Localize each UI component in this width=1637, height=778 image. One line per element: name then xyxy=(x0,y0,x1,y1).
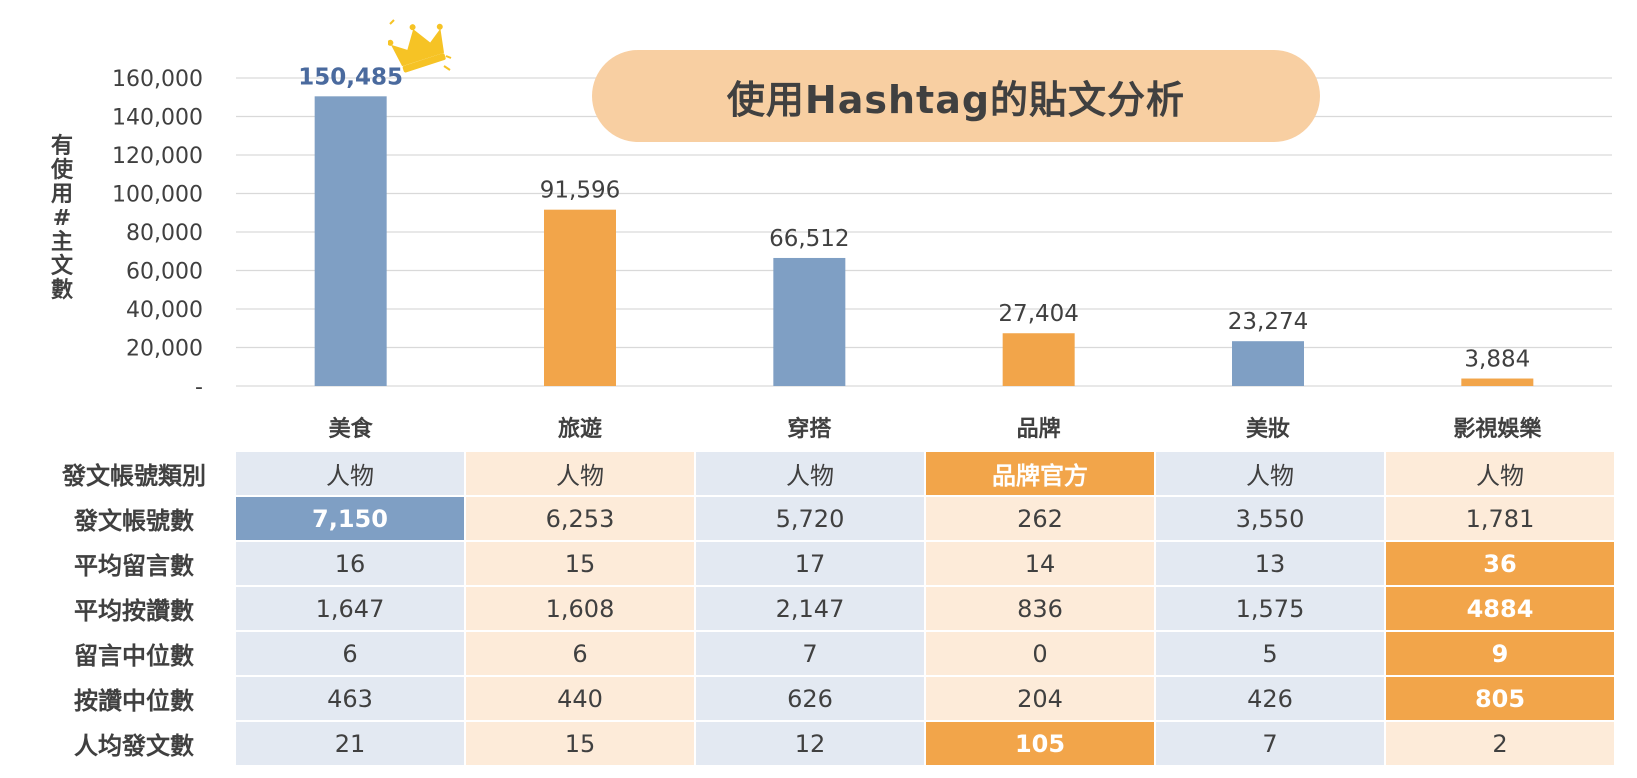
table-cell: 2 xyxy=(1386,722,1614,765)
crown-icon xyxy=(388,19,452,73)
table-row: 平均留言數 16 15 17 14 13 36 xyxy=(34,542,1614,585)
x-axis-ticks: 美食 旅遊 穿搭 品牌 美妝 影視娛樂 xyxy=(329,416,1543,440)
table-cell: 5,720 xyxy=(696,497,924,540)
table-cell: 6 xyxy=(236,632,464,675)
bar-0 xyxy=(314,96,387,386)
table-cell: 14 xyxy=(926,542,1154,585)
table-cell: 12 xyxy=(696,722,924,765)
table-cell: 16 xyxy=(236,542,464,585)
table-cell: 6 xyxy=(466,632,694,675)
y-axis-title: 有使用#主文數 xyxy=(50,134,73,303)
y-tick-label: 140,000 xyxy=(112,106,203,131)
y-tick-label: 60,000 xyxy=(126,260,203,285)
table-cell: 1,647 xyxy=(236,587,464,630)
table-cell: 17 xyxy=(696,542,924,585)
table-cell: 人物 xyxy=(696,452,924,495)
row-label: 人均發文數 xyxy=(34,722,234,765)
table-cell: 0 xyxy=(926,632,1154,675)
table-cell: 805 xyxy=(1386,677,1614,720)
bar-4 xyxy=(1232,341,1304,386)
table-cell: 2,147 xyxy=(696,587,924,630)
table-cell: 品牌官方 xyxy=(926,452,1154,495)
y-tick-label: 80,000 xyxy=(126,221,203,246)
table-cell: 440 xyxy=(466,677,694,720)
bar-chart: - 20,000 40,000 60,000 80,000 100,000 120,000 1… xyxy=(112,64,1612,440)
table-cell: 人物 xyxy=(1156,452,1384,495)
y-axis-ticks: - 20,000 40,000 60,000 80,000 100,000 120,000 1… xyxy=(112,67,203,400)
bar-3 xyxy=(1002,333,1075,386)
row-label: 發文帳號類別 xyxy=(34,452,234,495)
bars xyxy=(314,96,1534,386)
x-tick-label: 美食 xyxy=(329,416,374,440)
bar-1 xyxy=(544,209,616,386)
row-label: 發文帳號數 xyxy=(34,497,234,540)
table-cell: 426 xyxy=(1156,677,1384,720)
table-cell: 105 xyxy=(926,722,1154,765)
x-tick-label: 影視娛樂 xyxy=(1453,416,1542,440)
table-row: 留言中位數 6 6 7 0 5 9 xyxy=(34,632,1614,675)
table-cell: 262 xyxy=(926,497,1154,540)
x-tick-label: 穿搭 xyxy=(787,416,832,440)
table-cell: 21 xyxy=(236,722,464,765)
row-label: 留言中位數 xyxy=(34,632,234,675)
table-cell: 3,550 xyxy=(1156,497,1384,540)
table-cell: 4884 xyxy=(1386,587,1614,630)
data-label: 91,596 xyxy=(540,178,620,204)
row-label: 按讚中位數 xyxy=(34,677,234,720)
table-cell: 人物 xyxy=(1386,452,1614,495)
table-cell: 463 xyxy=(236,677,464,720)
table-cell: 836 xyxy=(926,587,1154,630)
data-label: 66,512 xyxy=(769,226,849,252)
x-tick-label: 美妝 xyxy=(1246,416,1290,440)
row-label: 平均留言數 xyxy=(34,542,234,585)
data-label: 150,485 xyxy=(298,64,403,90)
table-cell: 15 xyxy=(466,542,694,585)
table-cell: 1,575 xyxy=(1156,587,1384,630)
table-cell: 36 xyxy=(1386,542,1614,585)
table-cell: 13 xyxy=(1156,542,1384,585)
y-tick-label: 100,000 xyxy=(112,183,203,208)
table-cell: 7,150 xyxy=(236,497,464,540)
data-labels: 150,485 91,596 66,512 27,404 23,274 3,884 xyxy=(298,64,1530,372)
table-cell: 15 xyxy=(466,722,694,765)
table-cell: 人物 xyxy=(466,452,694,495)
data-label: 3,884 xyxy=(1464,347,1530,373)
table-cell: 5 xyxy=(1156,632,1384,675)
table-row: 發文帳號類別 人物 人物 人物 品牌官方 人物 人物 xyxy=(34,452,1614,495)
row-label: 平均按讚數 xyxy=(34,587,234,630)
table-row: 人均發文數 21 15 12 105 7 2 xyxy=(34,722,1614,765)
x-tick-label: 品牌 xyxy=(1017,416,1061,440)
table-cell: 1,608 xyxy=(466,587,694,630)
bar-2 xyxy=(773,257,846,386)
table-cell: 7 xyxy=(696,632,924,675)
y-tick-label: 20,000 xyxy=(126,337,203,362)
y-tick-label: 120,000 xyxy=(112,144,203,169)
chart-title: 使用Hashtag的貼文分析 xyxy=(592,50,1320,142)
table-row: 平均按讚數 1,647 1,608 2,147 836 1,575 4884 xyxy=(34,587,1614,630)
table-cell: 626 xyxy=(696,677,924,720)
table-cell: 人物 xyxy=(236,452,464,495)
table-cell: 204 xyxy=(926,677,1154,720)
x-tick-label: 旅遊 xyxy=(558,416,602,440)
y-tick-label: 40,000 xyxy=(126,298,203,323)
table-cell: 9 xyxy=(1386,632,1614,675)
table-cell: 7 xyxy=(1156,722,1384,765)
bar-5 xyxy=(1461,378,1534,386)
table-row: 發文帳號數 7,150 6,253 5,720 262 3,550 1,781 xyxy=(34,497,1614,540)
table-cell: 1,781 xyxy=(1386,497,1614,540)
table-cell: 6,253 xyxy=(466,497,694,540)
data-label: 23,274 xyxy=(1228,309,1308,335)
y-tick-label: - xyxy=(195,375,203,400)
y-tick-label: 160,000 xyxy=(112,67,203,92)
stats-table: 發文帳號類別 人物 人物 人物 品牌官方 人物 人物 發文帳號數 7,150 6,253 5,720… xyxy=(32,450,1616,767)
data-label: 27,404 xyxy=(998,301,1078,327)
table-row: 按讚中位數 463 440 626 204 426 805 xyxy=(34,677,1614,720)
